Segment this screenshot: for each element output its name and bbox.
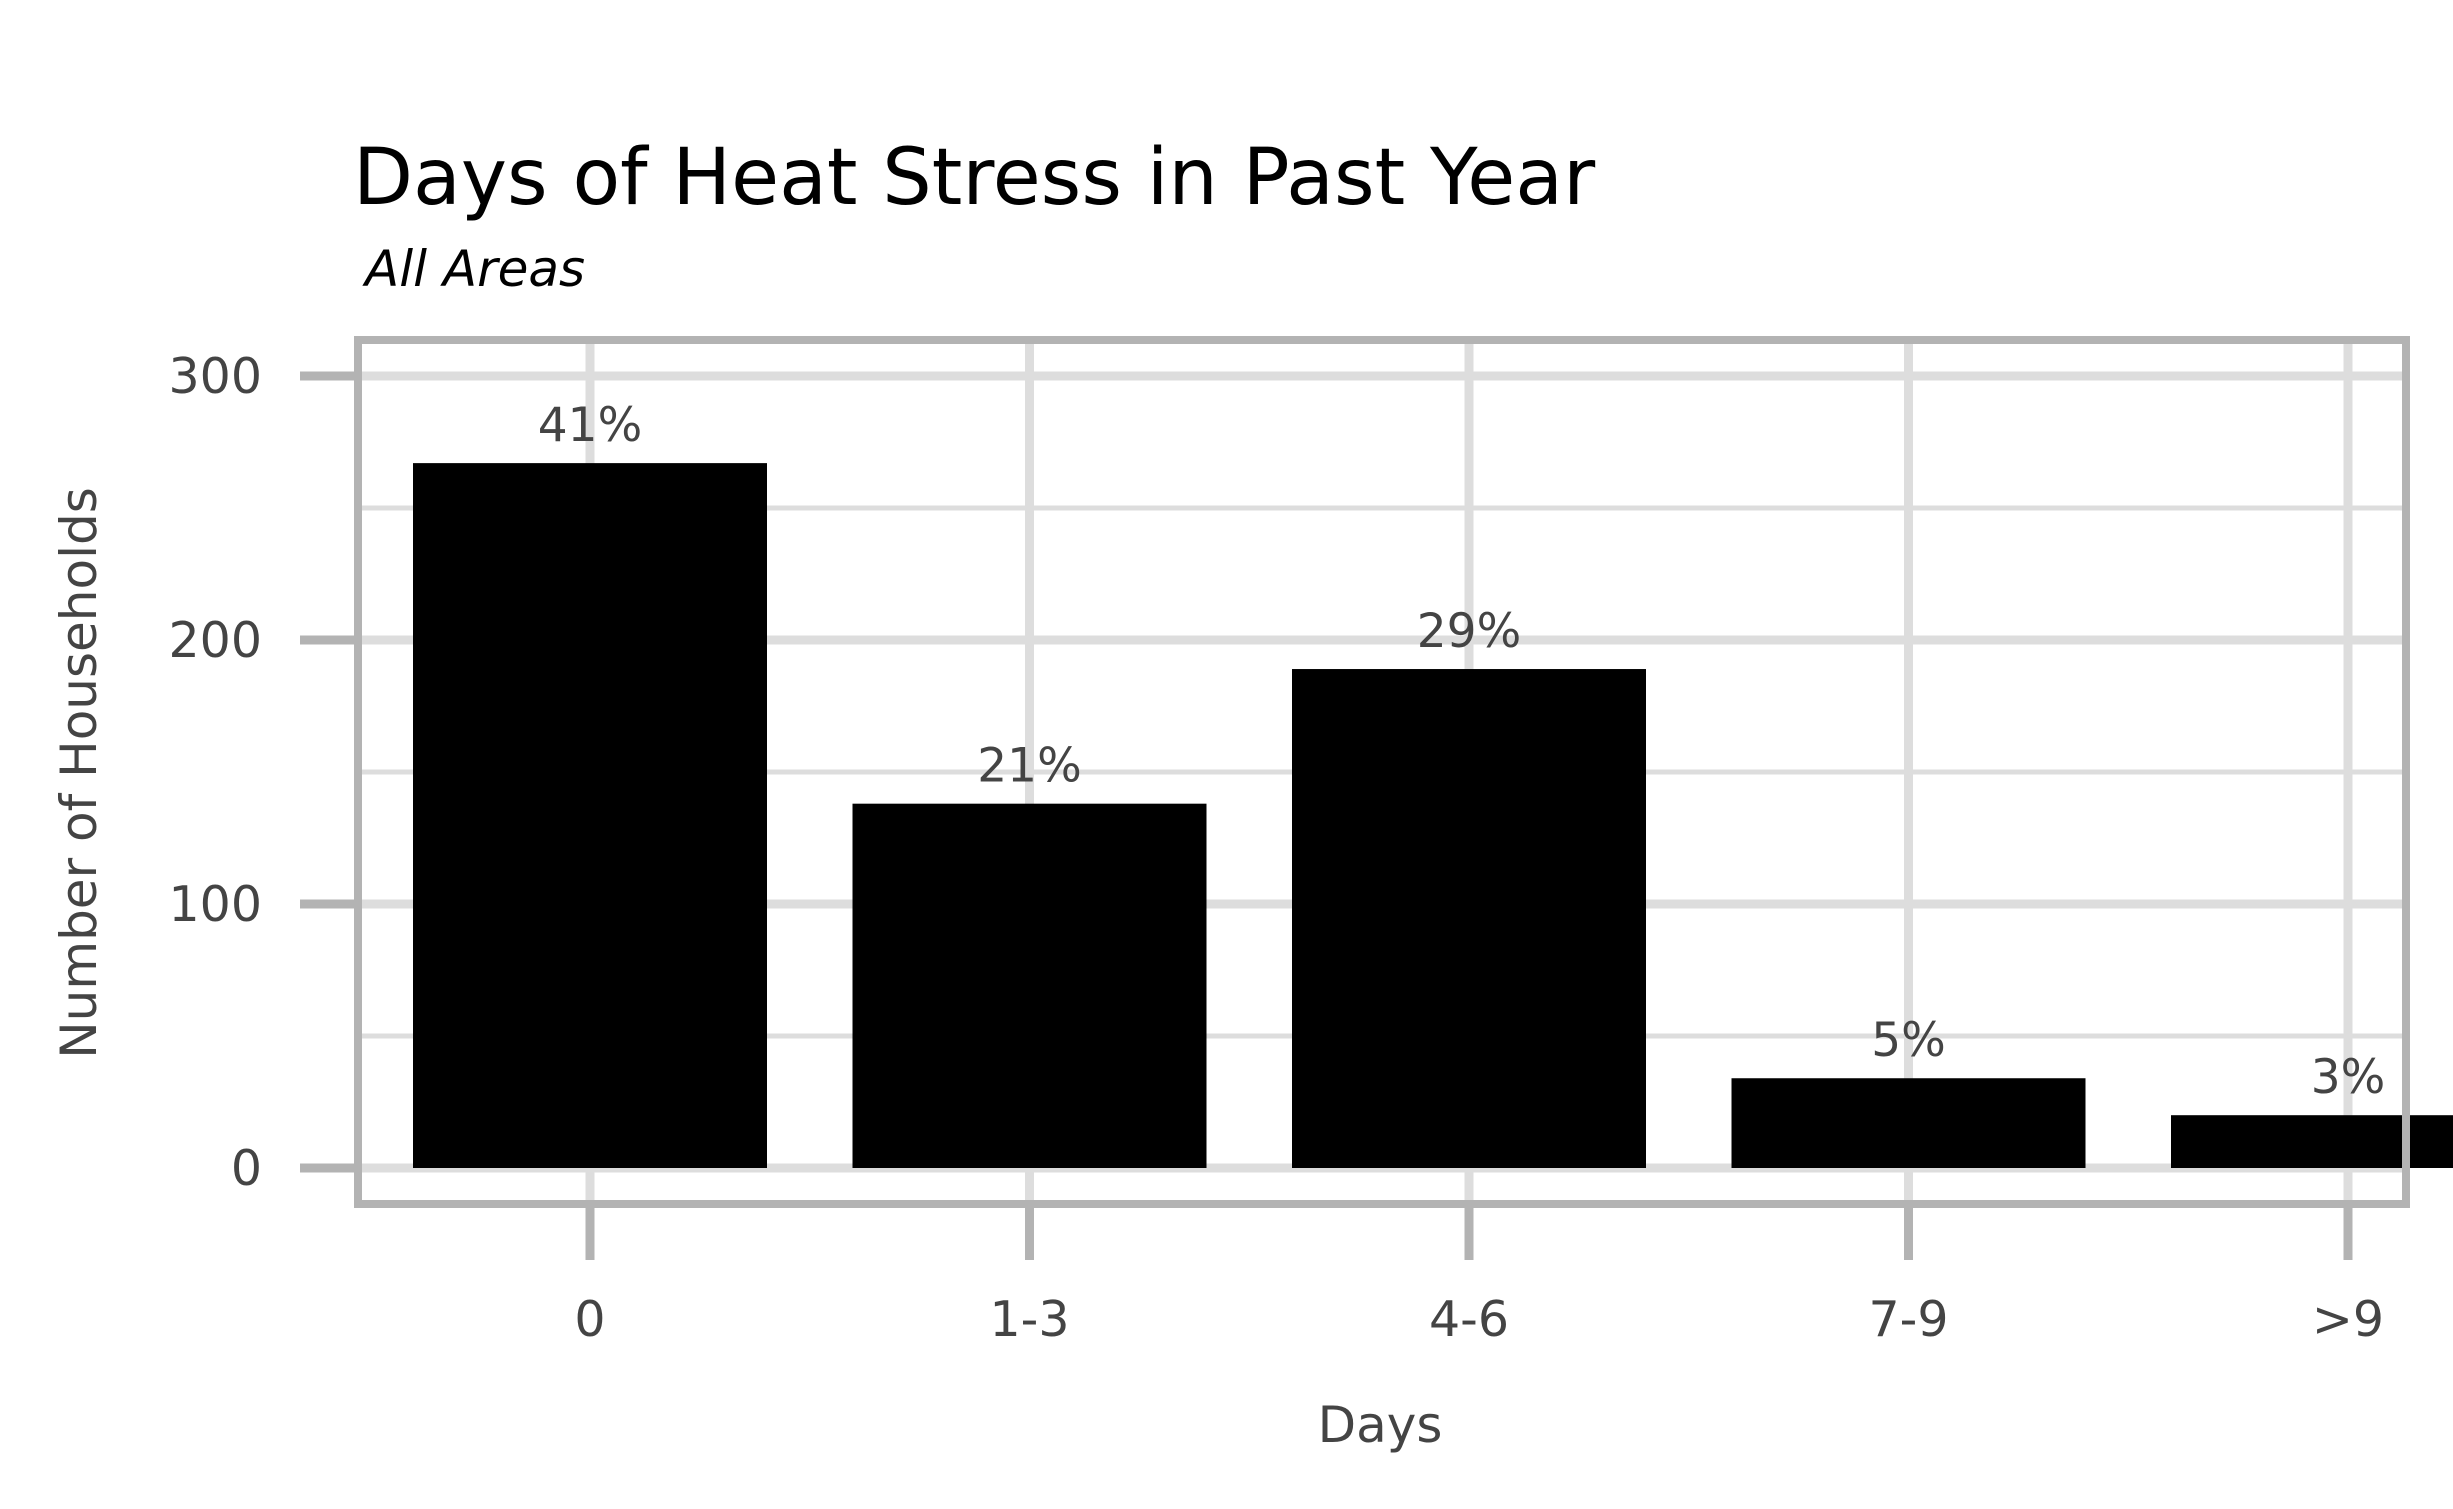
data-label: 29% [1417,604,1521,659]
data-labels: 41% 21% 29% 5% 3% [538,398,2386,1105]
x-axis-title: Days [1318,1396,1443,1454]
data-label: 5% [1871,1013,1946,1068]
y-tick-label: 100 [168,876,262,933]
x-tick-label: 4-6 [1429,1291,1509,1348]
x-axis: 0 1-3 4-6 7-9 >9 [574,1204,2384,1348]
bar [1292,669,1646,1168]
y-axis-title: Number of Households [50,487,108,1058]
x-tick-label: 0 [574,1291,605,1348]
bars [413,463,2453,1168]
bar [2171,1115,2453,1168]
data-label: 3% [2311,1050,2386,1105]
chart-subtitle: All Areas [362,240,585,298]
y-tick-label: 300 [168,348,262,405]
y-axis: 0 100 200 300 [168,348,358,1197]
x-tick-label: 1-3 [989,1291,1069,1348]
bar [413,463,767,1168]
chart-title: Days of Heat Stress in Past Year [353,133,1596,223]
data-label: 21% [977,739,1081,794]
plot-frame [354,336,2410,1208]
bar [852,803,1207,1168]
x-tick-label: >9 [2312,1291,2384,1348]
x-tick-label: 7-9 [1868,1291,1948,1348]
y-tick-label: 0 [231,1140,262,1197]
data-label: 41% [538,398,642,453]
bar [1731,1078,2086,1168]
y-tick-label: 200 [168,612,262,669]
